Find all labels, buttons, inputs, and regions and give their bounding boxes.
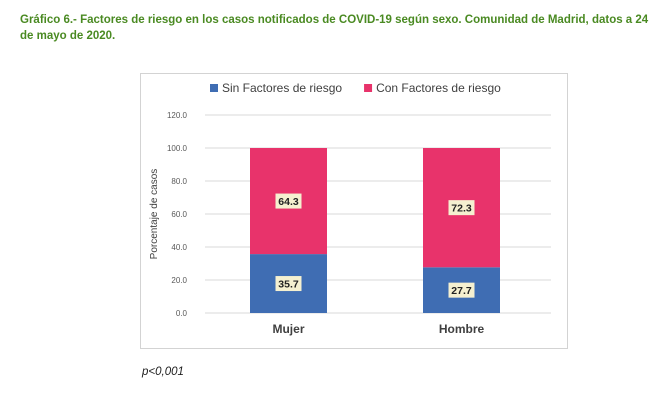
stacked-bar-chart: 0.0 20.0 40.0 60.0 80.0 100.0 120.0 Porcentaje … <box>149 81 551 336</box>
y-tick-label: 80.0 <box>171 177 187 186</box>
data-label: 35.7 <box>278 279 299 291</box>
y-tick-label: 20.0 <box>171 276 187 285</box>
figure-caption: Gráfico 6.- Factores de riesgo en los ca… <box>20 14 649 42</box>
legend-label: Sin Factores de riesgo <box>222 81 342 95</box>
data-label: 72.3 <box>451 203 472 215</box>
x-category-label: Mujer <box>272 322 304 336</box>
data-label: 64.3 <box>278 196 299 208</box>
y-tick-label: 100.0 <box>167 144 188 153</box>
y-axis-title: Porcentaje de casos <box>149 169 160 260</box>
y-tick-label: 40.0 <box>171 243 187 252</box>
legend-swatch <box>364 84 373 92</box>
data-label: 27.7 <box>451 285 472 297</box>
y-tick-label: 0.0 <box>176 309 188 318</box>
data-label-box <box>448 200 475 216</box>
legend-swatch <box>210 84 218 92</box>
data-label-box <box>275 193 302 209</box>
legend-label: Con Factores de riesgo <box>376 81 501 95</box>
data-label-box <box>275 276 302 292</box>
y-tick-label: 60.0 <box>171 210 187 219</box>
p-value-footnote: p<0,001 <box>142 366 184 378</box>
data-label-box <box>448 282 475 298</box>
x-category-label: Hombre <box>439 322 485 336</box>
y-tick-label: 120.0 <box>167 111 188 120</box>
chart-area: 0.0 20.0 40.0 60.0 80.0 100.0 120.0 Porcentaje … <box>140 73 568 349</box>
